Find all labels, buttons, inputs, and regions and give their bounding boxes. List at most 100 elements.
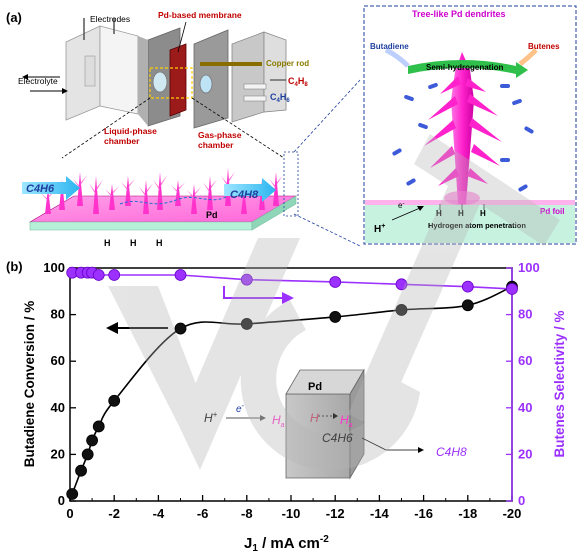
molecule: [512, 98, 522, 106]
tree-branch: [440, 76, 461, 94]
selectivity-point: [506, 283, 518, 295]
inset-h-plus-label: H+: [204, 410, 218, 425]
chart: 0 -2 -4 -6 -8 -10 -12 -14 -16 -18 -20 0 20 40 60 80 100…: [43, 260, 539, 521]
inset-e-minus: e-: [398, 201, 404, 210]
dendrite-branch: [139, 186, 146, 197]
inset-ha-label-2: Ha: [340, 413, 353, 429]
x-tick-label: -18: [458, 506, 477, 521]
dendrite-branch: [73, 178, 80, 189]
selectivity-point: [329, 276, 342, 288]
selectivity-point: [461, 280, 474, 293]
dendrite-branch: [112, 186, 119, 195]
zoom-line-inset-top: [293, 79, 361, 153]
pd-foil-label: Pd foil: [540, 207, 564, 216]
conversion-point: [92, 420, 105, 433]
butenes-label: Butenes: [528, 42, 560, 51]
conversion-point: [66, 488, 79, 500]
dendrite-branch: [210, 179, 217, 190]
tree-branch: [438, 168, 459, 186]
y-right-tick-label: 0: [518, 493, 525, 508]
inset-ha-label-1: Ha: [272, 413, 285, 429]
c4h6-inlet-label: C4H6: [270, 92, 290, 104]
gas-chamber-label-1: Gas-phase: [198, 130, 242, 140]
molecule: [404, 94, 414, 102]
electrolyte-label: Electrolyte: [18, 76, 58, 86]
c4h8-flow-arrow: [224, 178, 276, 202]
tree-branch: [469, 118, 502, 142]
slab-pd-label: Pd: [206, 210, 218, 220]
flow-path: [119, 195, 229, 205]
x-tick-label: -14: [370, 506, 390, 521]
y-right-tick-label: 40: [518, 400, 532, 415]
dendrite-branch: [203, 182, 210, 193]
electrodes-label: Electrodes: [90, 14, 130, 24]
y-left-tick-label: 60: [51, 353, 65, 368]
dendrite-branch: [146, 183, 153, 194]
dendrite-branch: [121, 182, 128, 191]
x-tick-label: -4: [153, 506, 165, 521]
slab-zoom-box: [283, 151, 299, 217]
dendrite-branch: [105, 189, 112, 197]
zoom-line-left: [61, 97, 151, 159]
y-right-tick-label: 100: [518, 260, 540, 275]
butadiene-label: Butadiene: [370, 42, 409, 51]
y-left-tick-label: 40: [51, 400, 65, 415]
molecule: [500, 158, 510, 162]
pd-slab: [28, 195, 298, 231]
slab-h-label: H: [156, 238, 163, 248]
dendrite-branch: [96, 179, 103, 192]
zoom-line-inset-bottom: [293, 213, 361, 247]
molecule: [518, 184, 528, 192]
slab-h-label: H: [130, 238, 137, 248]
semi-hydrogenation-label: Semi-hydrogenation: [426, 63, 503, 72]
y-left-tick-label: 20: [51, 446, 65, 461]
dendrite-branch: [89, 183, 96, 195]
tree-branch: [424, 120, 456, 146]
dendrite-branch: [178, 182, 185, 191]
inset-h-atom: H: [480, 209, 486, 218]
h-penetration-label: Hydrogen atom penetration: [428, 221, 526, 230]
molecule: [428, 82, 438, 90]
y-right-tick-label: 80: [518, 307, 532, 322]
tree-branch: [428, 96, 458, 120]
tree-branch: [465, 78, 486, 92]
x-tick-label: -8: [241, 506, 253, 521]
dendrite-branch: [276, 175, 283, 186]
selectivity-point: [92, 269, 105, 281]
y-left-tick-label: 80: [51, 307, 65, 322]
dendrite-branch: [160, 175, 167, 188]
y-axis-right-label: Butenes Selectivity / %: [552, 310, 567, 457]
inset-e-label: e-: [236, 403, 245, 415]
right-axis-arrow: [223, 286, 284, 299]
molecule: [406, 178, 416, 186]
y-right-tick-label: 60: [518, 353, 532, 368]
selectivity-point: [240, 273, 253, 286]
conversion-point: [81, 448, 94, 461]
reactor-diagram: [65, 18, 287, 129]
x-tick-label: -2: [108, 506, 120, 521]
x-tick-label: -20: [503, 506, 522, 521]
inset-h-atom: H: [458, 209, 464, 218]
panel-a-label: (a): [6, 10, 22, 25]
x-tick-label: -10: [282, 506, 301, 521]
liquid-chamber-label-2: chamber: [104, 136, 140, 146]
inset-h-atom: H: [436, 209, 442, 218]
molecule: [500, 84, 510, 88]
slab-h-label: H: [104, 238, 111, 248]
electrolyte-arrowhead-out: [22, 74, 28, 80]
dendrite-branch: [153, 179, 160, 191]
conversion-point: [329, 311, 342, 323]
slab-c4h6-label: C4H6: [26, 183, 55, 195]
tree-branch: [471, 144, 500, 166]
y-right-tick-label: 20: [518, 446, 532, 461]
dendrite-branch: [187, 190, 194, 199]
copper-rod-label: Copper rod: [266, 59, 309, 68]
conversion-point: [240, 318, 253, 330]
conversion-point: [461, 299, 474, 312]
conversion-point: [75, 464, 87, 477]
conversion-point: [395, 304, 408, 316]
conversion-point: [174, 322, 187, 335]
inset-c4h6-label: C4H6: [322, 431, 353, 445]
dendrite-branch: [228, 171, 235, 184]
